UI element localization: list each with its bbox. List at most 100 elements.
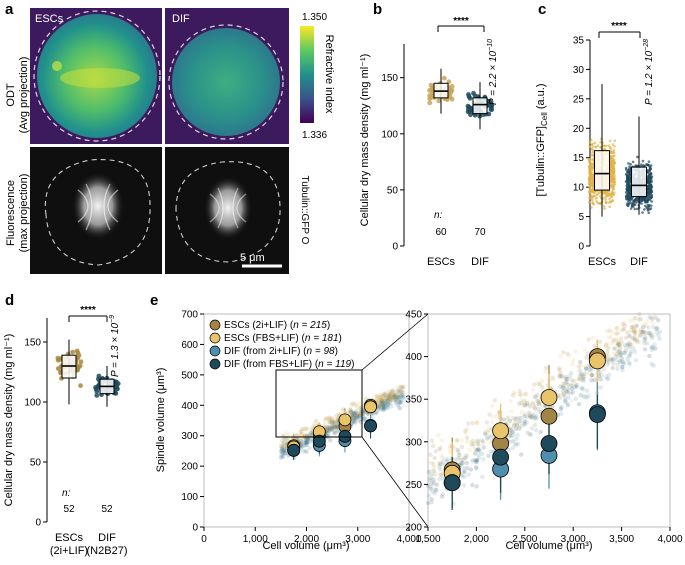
cell-point — [279, 440, 284, 446]
cell-point — [560, 374, 565, 379]
data-point — [647, 177, 651, 181]
cell-point — [567, 373, 573, 379]
cell-point — [357, 413, 362, 418]
data-point — [646, 190, 649, 194]
series-point — [540, 407, 558, 425]
data-point — [609, 200, 612, 203]
ytick-label: 0 — [392, 242, 398, 253]
data-point — [627, 193, 630, 196]
data-point — [591, 187, 595, 190]
cell-point — [480, 474, 485, 480]
data-point — [588, 158, 592, 162]
data-point — [595, 193, 598, 196]
cell-point — [615, 366, 620, 371]
data-point — [613, 183, 617, 186]
cell-point — [570, 381, 575, 386]
cell-point — [474, 421, 479, 426]
image-label-escs: ESCs — [35, 13, 64, 25]
cell-point — [387, 393, 393, 398]
cell-point — [513, 426, 519, 432]
cell-point — [573, 349, 578, 354]
cell-point — [280, 448, 286, 453]
cell-point — [535, 380, 540, 386]
cell-point — [589, 378, 594, 383]
cell-point — [436, 433, 441, 438]
cell-point — [558, 406, 563, 412]
cell-point — [513, 420, 518, 426]
cell-point — [589, 372, 595, 378]
cell-point — [463, 428, 468, 433]
cell-point — [464, 453, 470, 458]
cell-point — [392, 394, 397, 400]
cell-point — [385, 390, 390, 395]
data-point — [633, 207, 637, 211]
cell-point — [397, 389, 403, 394]
cell-point — [614, 331, 620, 336]
data-point — [633, 198, 637, 202]
cell-point — [280, 433, 286, 438]
cell-point — [586, 337, 591, 342]
cell-point — [379, 398, 384, 403]
data-point — [649, 171, 652, 175]
cell-point — [531, 401, 536, 406]
cell-point — [653, 346, 658, 351]
cell-point — [474, 458, 480, 463]
cell-point — [380, 404, 385, 410]
legend-label: DIF (from FBS+LIF) (n = 119) — [224, 359, 354, 370]
cell-point — [617, 342, 622, 347]
cell-point — [462, 469, 467, 475]
cell-point — [526, 402, 531, 407]
cell-point — [511, 422, 516, 428]
panel-b-cat-dif: DIF — [471, 256, 489, 268]
series-point — [443, 474, 461, 492]
data-point — [610, 190, 614, 194]
cell-point — [598, 377, 603, 382]
cell-point — [539, 378, 545, 383]
cell-point — [534, 427, 539, 433]
data-point — [489, 104, 494, 110]
cell-point — [379, 398, 385, 404]
cell-point — [517, 392, 523, 397]
cell-point — [603, 343, 608, 348]
data-point — [441, 75, 447, 81]
cell-point — [388, 392, 394, 397]
cell-point — [569, 398, 575, 403]
cell-point — [280, 445, 285, 450]
data-point — [624, 195, 628, 199]
cell-point — [282, 451, 287, 457]
cell-point — [328, 420, 334, 425]
cell-point — [528, 432, 533, 437]
cell-point — [592, 377, 597, 383]
panel-d-cat-escs: ESCs (2i+LIF) — [50, 532, 88, 557]
cell-point — [394, 398, 400, 403]
cell-point — [459, 444, 465, 449]
cell-point — [440, 455, 446, 460]
cell-point — [476, 443, 481, 448]
data-point — [611, 199, 615, 202]
ytick-label: 350 — [405, 395, 422, 406]
cell-point — [563, 374, 568, 380]
cell-point — [395, 394, 400, 400]
panel-d: d Cellular dry mass density (mg ml⁻¹) 0 5… — [3, 292, 127, 557]
panel-label-e: e — [150, 292, 158, 309]
panel-c: c [Tubulin::GFP]Cell (a.u.) 0 5 10 15 20 25 30… — [535, 1, 655, 268]
cell-point — [376, 398, 381, 403]
cell-point — [627, 362, 632, 367]
cell-point — [577, 368, 582, 373]
cell-point — [378, 392, 384, 398]
data-point — [590, 195, 593, 198]
cell-point — [329, 423, 335, 428]
cell-point — [378, 402, 384, 407]
cell-point — [567, 353, 572, 358]
cell-point — [352, 415, 357, 421]
cell-point — [597, 370, 602, 375]
cell-point — [430, 461, 435, 466]
cell-point — [488, 433, 493, 439]
cell-point — [476, 447, 481, 452]
cell-point — [564, 400, 569, 406]
data-point — [55, 357, 61, 363]
cell-point — [582, 348, 588, 353]
panel-e-zoom-yticks: 200 250 300 350 400 450 — [405, 310, 428, 534]
cell-point — [606, 358, 611, 364]
data-point — [595, 196, 598, 200]
